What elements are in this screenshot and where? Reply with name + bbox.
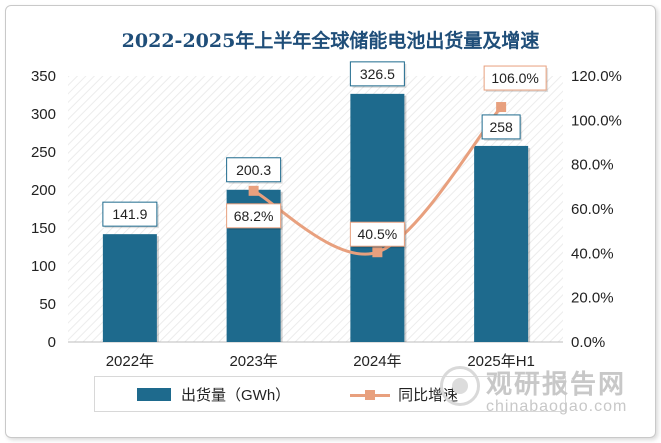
x-tick-label: 2025年H1 (467, 353, 535, 370)
y-right-tick-label: 120.0% (571, 68, 622, 85)
bar-value-label-box (481, 114, 521, 140)
y-left-tick-label: 150 (31, 220, 56, 237)
y-left-tick-label: 350 (31, 68, 56, 85)
y-left-tick-label: 0 (48, 334, 56, 351)
watermark-domain: chinabaogao.com (486, 398, 628, 415)
y-left-tick-label: 50 (39, 296, 56, 313)
bar-value-label: 141.9 (112, 206, 147, 222)
bar (474, 145, 529, 342)
bar-value-label: 200.3 (236, 162, 271, 178)
bar-value-label-box (226, 157, 282, 183)
legend-swatch-line (350, 388, 391, 401)
x-tick-label: 2024年 (353, 353, 401, 370)
y-right-tick-label: 40.0% (571, 245, 614, 262)
x-tick-label: 2023年 (229, 353, 277, 370)
bar (350, 93, 405, 342)
growth-value-label-box (226, 203, 282, 229)
y-left-tick-label: 100 (31, 258, 56, 275)
bar-value-label: 326.5 (360, 66, 395, 82)
chart-title: 2022-2025年上半年全球储能电池出货量及增速 (121, 30, 540, 52)
y-right-tick-label: 0.0% (571, 334, 605, 351)
legend-item-shipments: 出货量（GWh） (137, 384, 290, 405)
bar-value-label-box (102, 201, 158, 227)
y-right-tick-label: 60.0% (571, 201, 614, 218)
bar-value-label: 258 (489, 119, 513, 135)
y-left-tick-label: 200 (31, 182, 56, 199)
y-left-tick-label: 250 (31, 144, 56, 161)
y-left-tick-label: 300 (31, 106, 56, 123)
y-right-tick-label: 20.0% (571, 290, 614, 307)
x-tick-label: 2022年 (106, 353, 154, 370)
growth-value-label-box (483, 65, 547, 91)
growth-value-label: 68.2% (234, 208, 274, 224)
growth-marker (248, 185, 259, 196)
y-right-tick-label: 80.0% (571, 157, 614, 174)
watermark-logo-icon (440, 366, 480, 406)
growth-marker (372, 247, 383, 258)
bar-value-label-box (349, 61, 405, 87)
growth-value-label: 40.5% (358, 226, 398, 242)
legend-label-shipments: 出货量（GWh） (181, 386, 291, 404)
legend-swatch-bar (137, 387, 171, 401)
growth-value-label-box (349, 221, 405, 247)
growth-value-label: 106.0% (491, 70, 538, 86)
y-right-tick-label: 100.0% (571, 112, 622, 129)
bar (102, 234, 157, 342)
watermark: 观研报告网 chinabaogao.com (440, 362, 655, 432)
growth-marker (496, 102, 507, 113)
watermark-name: 观研报告网 (486, 369, 627, 399)
